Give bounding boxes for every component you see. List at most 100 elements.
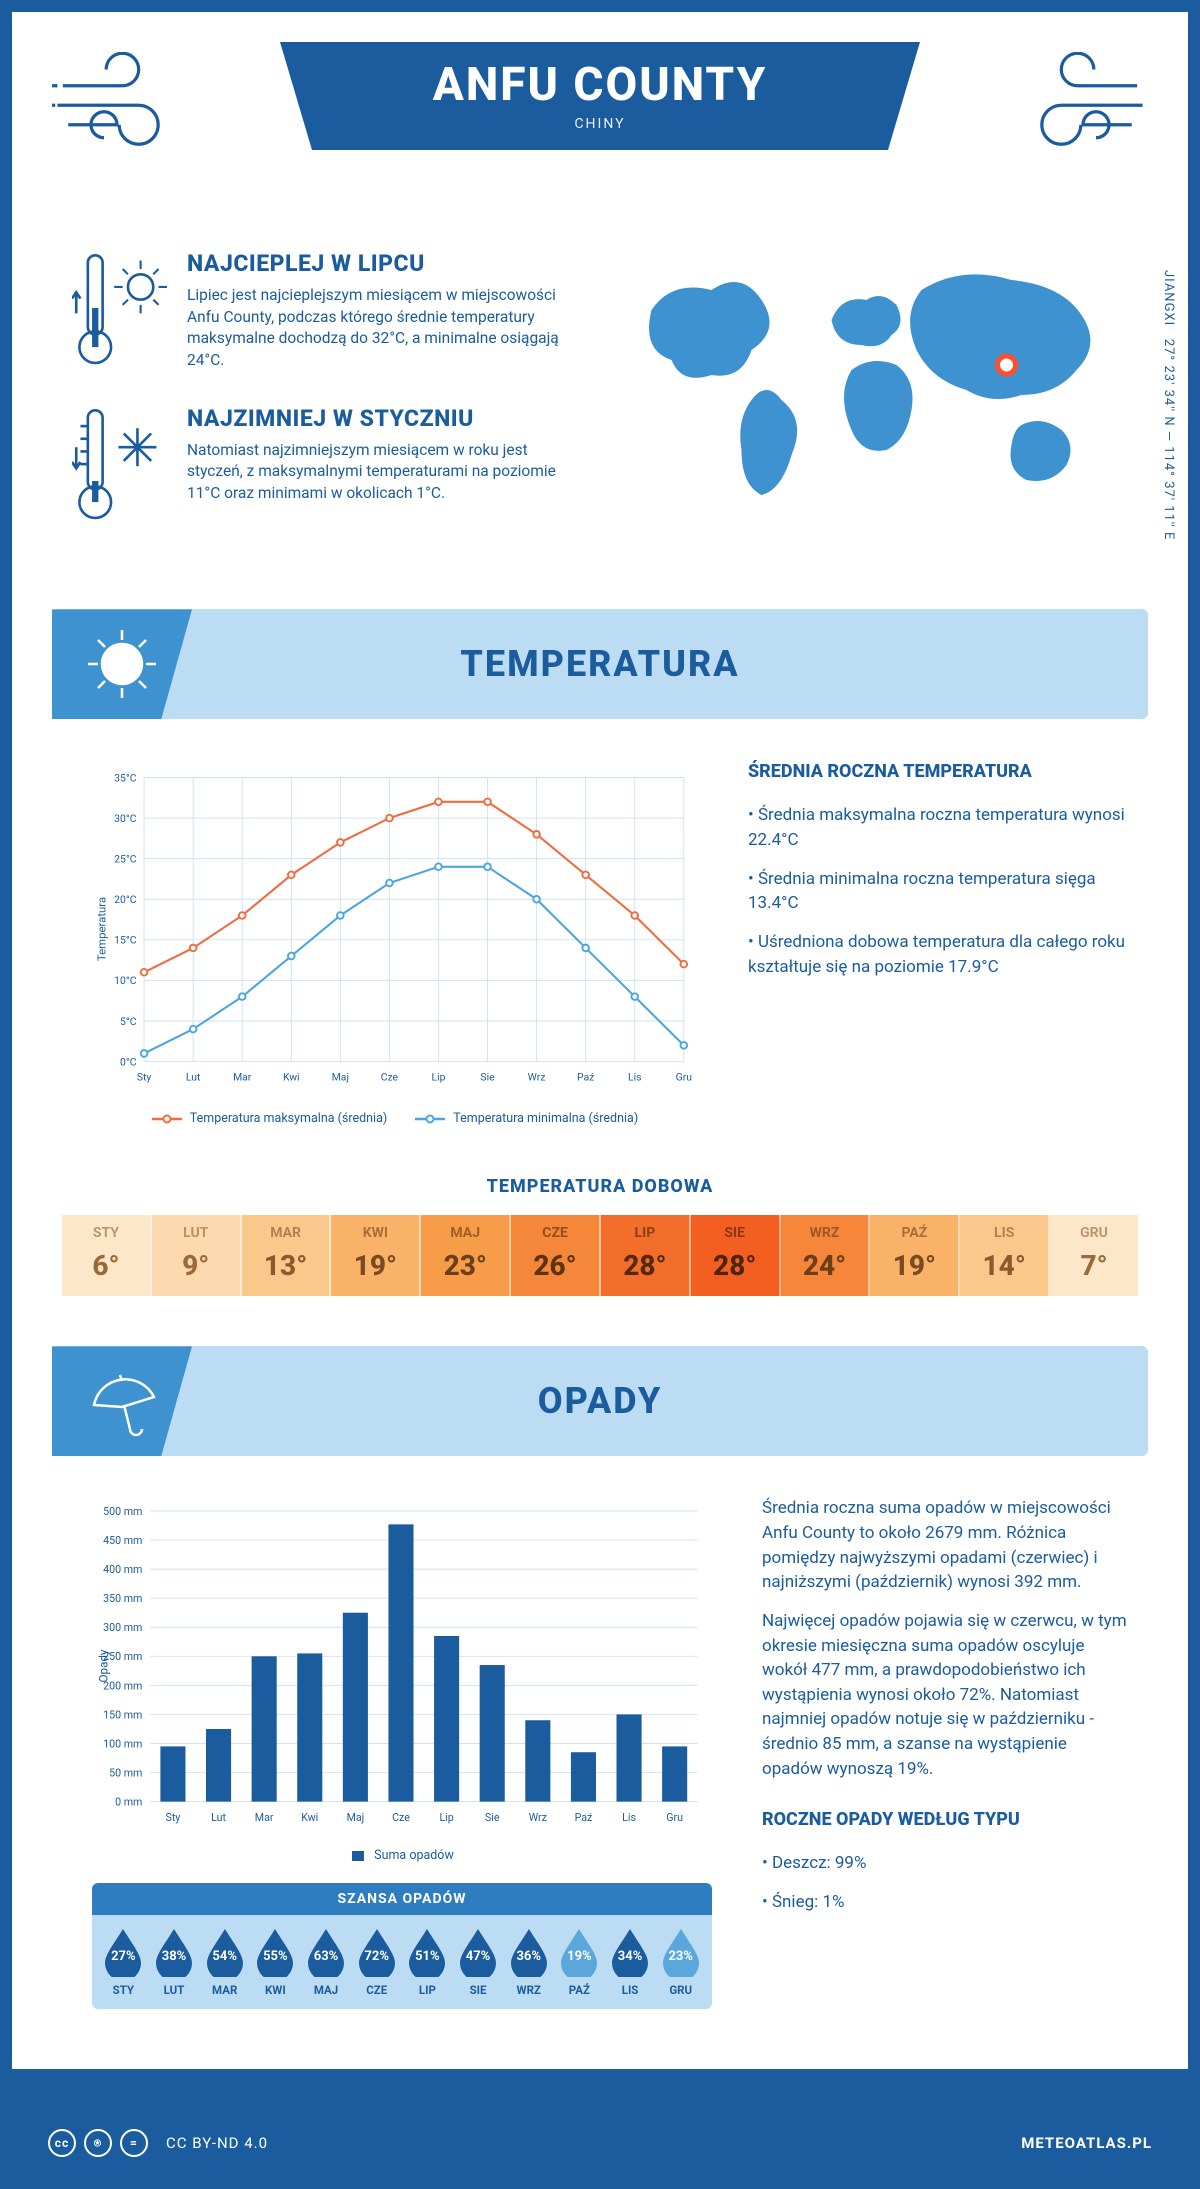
cc-icon: cc: [48, 2129, 76, 2157]
daily-temp-strip: STY6°LUT9°MAR13°KWI19°MAJ23°CZE26°LIP28°…: [62, 1215, 1138, 1296]
temp-side-text: ŚREDNIA ROCZNA TEMPERATURA • Średnia mak…: [748, 759, 1128, 1126]
daily-temp-cell: CZE26°: [511, 1215, 601, 1296]
svg-text:450 mm: 450 mm: [103, 1534, 142, 1547]
svg-text:Temperatura: Temperatura: [94, 897, 108, 961]
chance-drop: 55% KWI: [250, 1927, 301, 1997]
svg-text:500 mm: 500 mm: [103, 1505, 142, 1518]
svg-text:Lip: Lip: [431, 1071, 445, 1084]
page-title: ANFU COUNTY: [360, 58, 840, 112]
section-bar-precip: OPADY: [52, 1346, 1148, 1456]
svg-text:Sty: Sty: [166, 1811, 181, 1824]
fact-warm-body: Lipiec jest najcieplejszym miesiącem w m…: [187, 285, 585, 372]
svg-text:50 mm: 50 mm: [109, 1767, 142, 1780]
prec-side-text: Średnia roczna suma opadów w miejscowośc…: [762, 1496, 1128, 2009]
svg-text:Wrz: Wrz: [529, 1811, 547, 1824]
svg-text:Maj: Maj: [332, 1071, 349, 1084]
section-bar-temperature: TEMPERATURA: [52, 609, 1148, 719]
footer-site: METEOATLAS.PL: [1021, 2134, 1152, 2152]
chance-drop: 23% GRU: [655, 1927, 706, 1997]
daily-temp-cell: STY6°: [62, 1215, 152, 1296]
svg-text:15°C: 15°C: [114, 934, 137, 947]
coordinates: JIANGXI 27° 23' 34'' N — 114° 37' 11'' E: [1161, 270, 1176, 540]
svg-text:Maj: Maj: [347, 1811, 365, 1824]
daily-temp-cell: SIE28°: [691, 1215, 781, 1296]
svg-text:10°C: 10°C: [114, 975, 137, 988]
header: ANFU COUNTY CHINY: [12, 12, 1188, 250]
wind-icon: [52, 52, 182, 152]
svg-text:350 mm: 350 mm: [103, 1592, 142, 1605]
svg-text:Lut: Lut: [186, 1071, 201, 1084]
svg-text:Kwi: Kwi: [283, 1071, 300, 1084]
world-map: [615, 250, 1128, 510]
svg-text:25°C: 25°C: [114, 853, 137, 866]
chance-drop: 34% LIS: [605, 1927, 656, 1997]
page-subtitle: CHINY: [360, 116, 840, 132]
svg-text:Sie: Sie: [480, 1071, 495, 1084]
chance-drop: 54% MAR: [199, 1927, 250, 1997]
chance-drop: 63% MAJ: [301, 1927, 352, 1997]
fact-warm-title: NAJCIEPLEJ W LIPCU: [187, 250, 585, 277]
fact-cold-body: Natomiast najzimniejszym miesiącem w rok…: [187, 440, 585, 505]
svg-text:Gru: Gru: [676, 1071, 693, 1084]
title-banner: ANFU COUNTY CHINY: [280, 42, 920, 150]
svg-text:Lis: Lis: [628, 1071, 642, 1084]
chance-drop: 47% SIE: [453, 1927, 504, 1997]
precip-chart-block: 0 mm50 mm100 mm150 mm200 mm250 mm300 mm3…: [92, 1496, 712, 2009]
svg-text:Gru: Gru: [666, 1811, 683, 1824]
fact-coldest: NAJZIMNIEJ W STYCZNIU Natomiast najzimni…: [72, 405, 585, 532]
chance-drop: 19% PAŹ: [554, 1927, 605, 1997]
daily-temp-cell: LIP28°: [601, 1215, 691, 1296]
svg-text:Wrz: Wrz: [528, 1071, 546, 1084]
svg-text:150 mm: 150 mm: [103, 1709, 142, 1722]
svg-text:100 mm: 100 mm: [103, 1738, 142, 1751]
daily-temp-cell: WRZ24°: [781, 1215, 871, 1296]
svg-text:Sty: Sty: [137, 1071, 152, 1084]
svg-text:400 mm: 400 mm: [103, 1563, 142, 1576]
svg-text:Lip: Lip: [439, 1811, 453, 1824]
section-title-prec: OPADY: [538, 1380, 663, 1422]
svg-text:30°C: 30°C: [114, 812, 137, 825]
section-title-temp: TEMPERATURA: [460, 643, 739, 685]
svg-text:0 mm: 0 mm: [115, 1796, 142, 1809]
location-marker: [998, 356, 1016, 374]
intro-row: NAJCIEPLEJ W LIPCU Lipiec jest najcieple…: [12, 250, 1188, 609]
chance-drop: 51% LIP: [402, 1927, 453, 1997]
chance-drop: 38% LUT: [149, 1927, 200, 1997]
svg-text:300 mm: 300 mm: [103, 1621, 142, 1634]
by-icon: ⍟: [84, 2129, 112, 2157]
temperature-chart: 0°C5°C10°C15°C20°C25°C30°C35°CStyLutMarK…: [92, 759, 698, 1126]
fact-cold-title: NAJZIMNIEJ W STYCZNIU: [187, 405, 585, 432]
chance-drop: 72% CZE: [351, 1927, 402, 1997]
daily-temp-title: TEMPERATURA DOBOWA: [12, 1176, 1188, 1197]
svg-text:20°C: 20°C: [114, 893, 137, 906]
prec-legend: Suma opadów: [92, 1848, 712, 1863]
temp-legend: Temperatura maksymalna (średnia) Tempera…: [92, 1111, 698, 1126]
svg-text:Paź: Paź: [575, 1811, 593, 1824]
daily-temp-cell: LIS14°: [960, 1215, 1050, 1296]
thermometer-sun-icon: [72, 250, 167, 377]
daily-temp-cell: MAJ23°: [421, 1215, 511, 1296]
footer: cc ⍟ = CC BY-ND 4.0 METEOATLAS.PL: [12, 2109, 1188, 2177]
svg-text:Lut: Lut: [211, 1811, 226, 1824]
svg-text:Mar: Mar: [233, 1071, 252, 1084]
daily-temp-cell: GRU7°: [1050, 1215, 1138, 1296]
svg-text:Cze: Cze: [381, 1071, 399, 1084]
svg-text:Mar: Mar: [255, 1811, 274, 1824]
svg-text:0°C: 0°C: [120, 1056, 137, 1069]
sun-icon: [82, 624, 162, 704]
precip-chance-box: SZANSA OPADÓW 27% STY 38% LUT 54% MAR 55…: [92, 1883, 712, 2009]
nd-icon: =: [120, 2129, 148, 2157]
svg-text:Lis: Lis: [622, 1811, 636, 1824]
chance-drop: 27% STY: [98, 1927, 149, 1997]
daily-temp-cell: MAR13°: [242, 1215, 332, 1296]
svg-text:Opady: Opady: [96, 1649, 110, 1682]
svg-text:Kwi: Kwi: [301, 1811, 318, 1824]
thermometer-snow-icon: [72, 405, 167, 532]
wind-icon: [1018, 52, 1148, 152]
svg-text:5°C: 5°C: [120, 1015, 137, 1028]
daily-temp-cell: KWI19°: [331, 1215, 421, 1296]
svg-text:Paź: Paź: [577, 1071, 594, 1084]
daily-temp-cell: PAŹ19°: [870, 1215, 960, 1296]
fact-warmest: NAJCIEPLEJ W LIPCU Lipiec jest najcieple…: [72, 250, 585, 377]
cc-badges: cc ⍟ = CC BY-ND 4.0: [48, 2129, 268, 2157]
